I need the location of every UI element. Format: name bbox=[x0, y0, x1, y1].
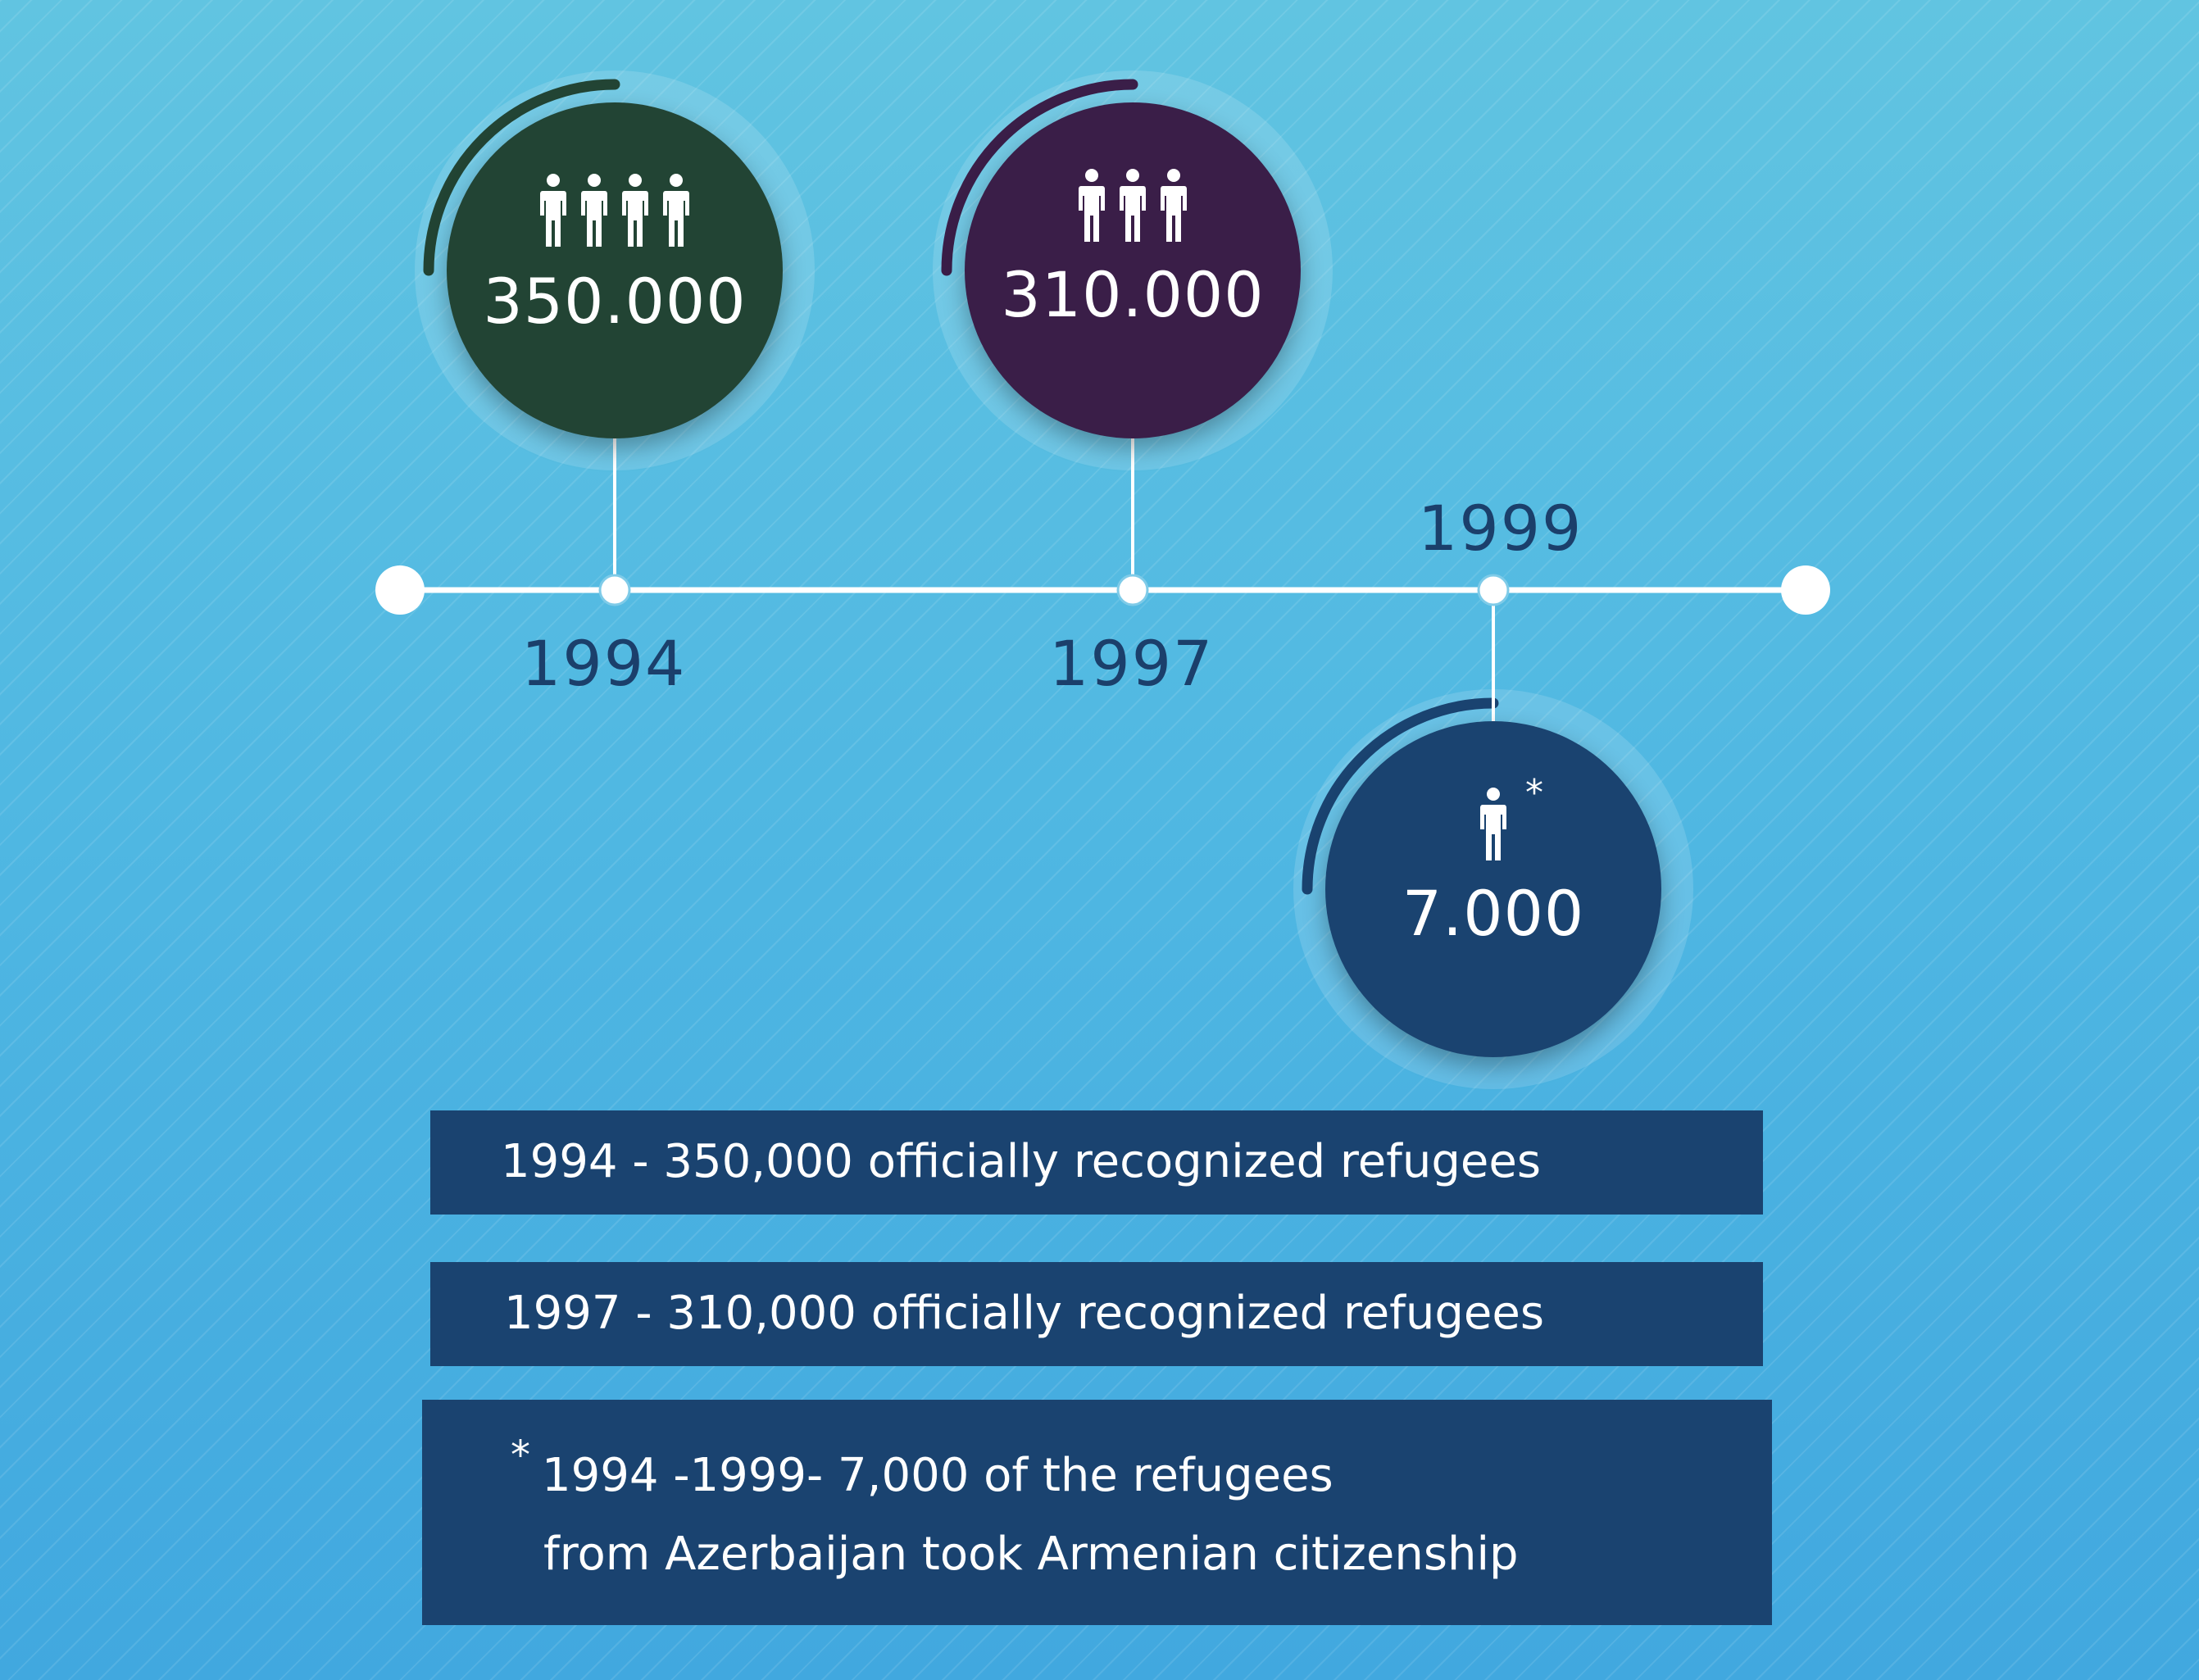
note-text-1994: 1994 - 350,000 officially recognized ref… bbox=[501, 1135, 1541, 1188]
note-box-1994: 1994 - 350,000 officially recognized ref… bbox=[430, 1110, 1763, 1215]
axis-dot-1997 bbox=[1116, 574, 1149, 606]
year-label-1994: 1994 bbox=[521, 627, 687, 700]
value-1997: 310.000 bbox=[1001, 258, 1265, 331]
footnote-marker: * bbox=[511, 1433, 530, 1478]
note-box-1997: 1997 - 310,000 officially recognized ref… bbox=[430, 1262, 1763, 1366]
footnote-line-1: 1994 -1999- 7,000 of the refugees bbox=[542, 1449, 1333, 1502]
footnote-line-2: from Azerbaijan took Armenian citizenshi… bbox=[543, 1528, 1519, 1581]
progress-arc-1994 bbox=[423, 79, 620, 276]
bubble-1999: * 7.000 bbox=[1325, 721, 1661, 1057]
footnote-box: * 1994 -1999- 7,000 of the refugees from… bbox=[422, 1400, 1772, 1625]
progress-arc-1997 bbox=[941, 79, 1138, 276]
person-icon bbox=[622, 174, 648, 247]
person-icon bbox=[581, 174, 607, 247]
axis-dot-1999 bbox=[1477, 574, 1510, 606]
people-icons-1994 bbox=[447, 173, 783, 248]
value-1999: 7.000 bbox=[1402, 877, 1585, 950]
value-1994: 350.000 bbox=[483, 265, 747, 338]
person-icon bbox=[540, 174, 566, 247]
axis-start-dot bbox=[375, 565, 425, 615]
person-icon bbox=[1120, 169, 1146, 242]
person-icon bbox=[1480, 788, 1506, 860]
bubble-1997: 310.000 bbox=[965, 102, 1301, 438]
people-icons-1999 bbox=[1325, 787, 1661, 862]
people-icons-1997 bbox=[965, 168, 1301, 243]
person-icon bbox=[1161, 169, 1187, 242]
axis-dot-1994 bbox=[598, 574, 631, 606]
axis-end-dot bbox=[1781, 565, 1830, 615]
bubble-1994: 350.000 bbox=[447, 102, 783, 438]
note-text-1997: 1997 - 310,000 officially recognized ref… bbox=[504, 1287, 1544, 1340]
footnote-marker-1999: * bbox=[1525, 772, 1543, 814]
progress-arc-1999 bbox=[1302, 697, 1499, 895]
year-label-1999: 1999 bbox=[1418, 492, 1583, 565]
year-label-1997: 1997 bbox=[1049, 627, 1215, 700]
person-icon bbox=[663, 174, 689, 247]
person-icon bbox=[1079, 169, 1105, 242]
